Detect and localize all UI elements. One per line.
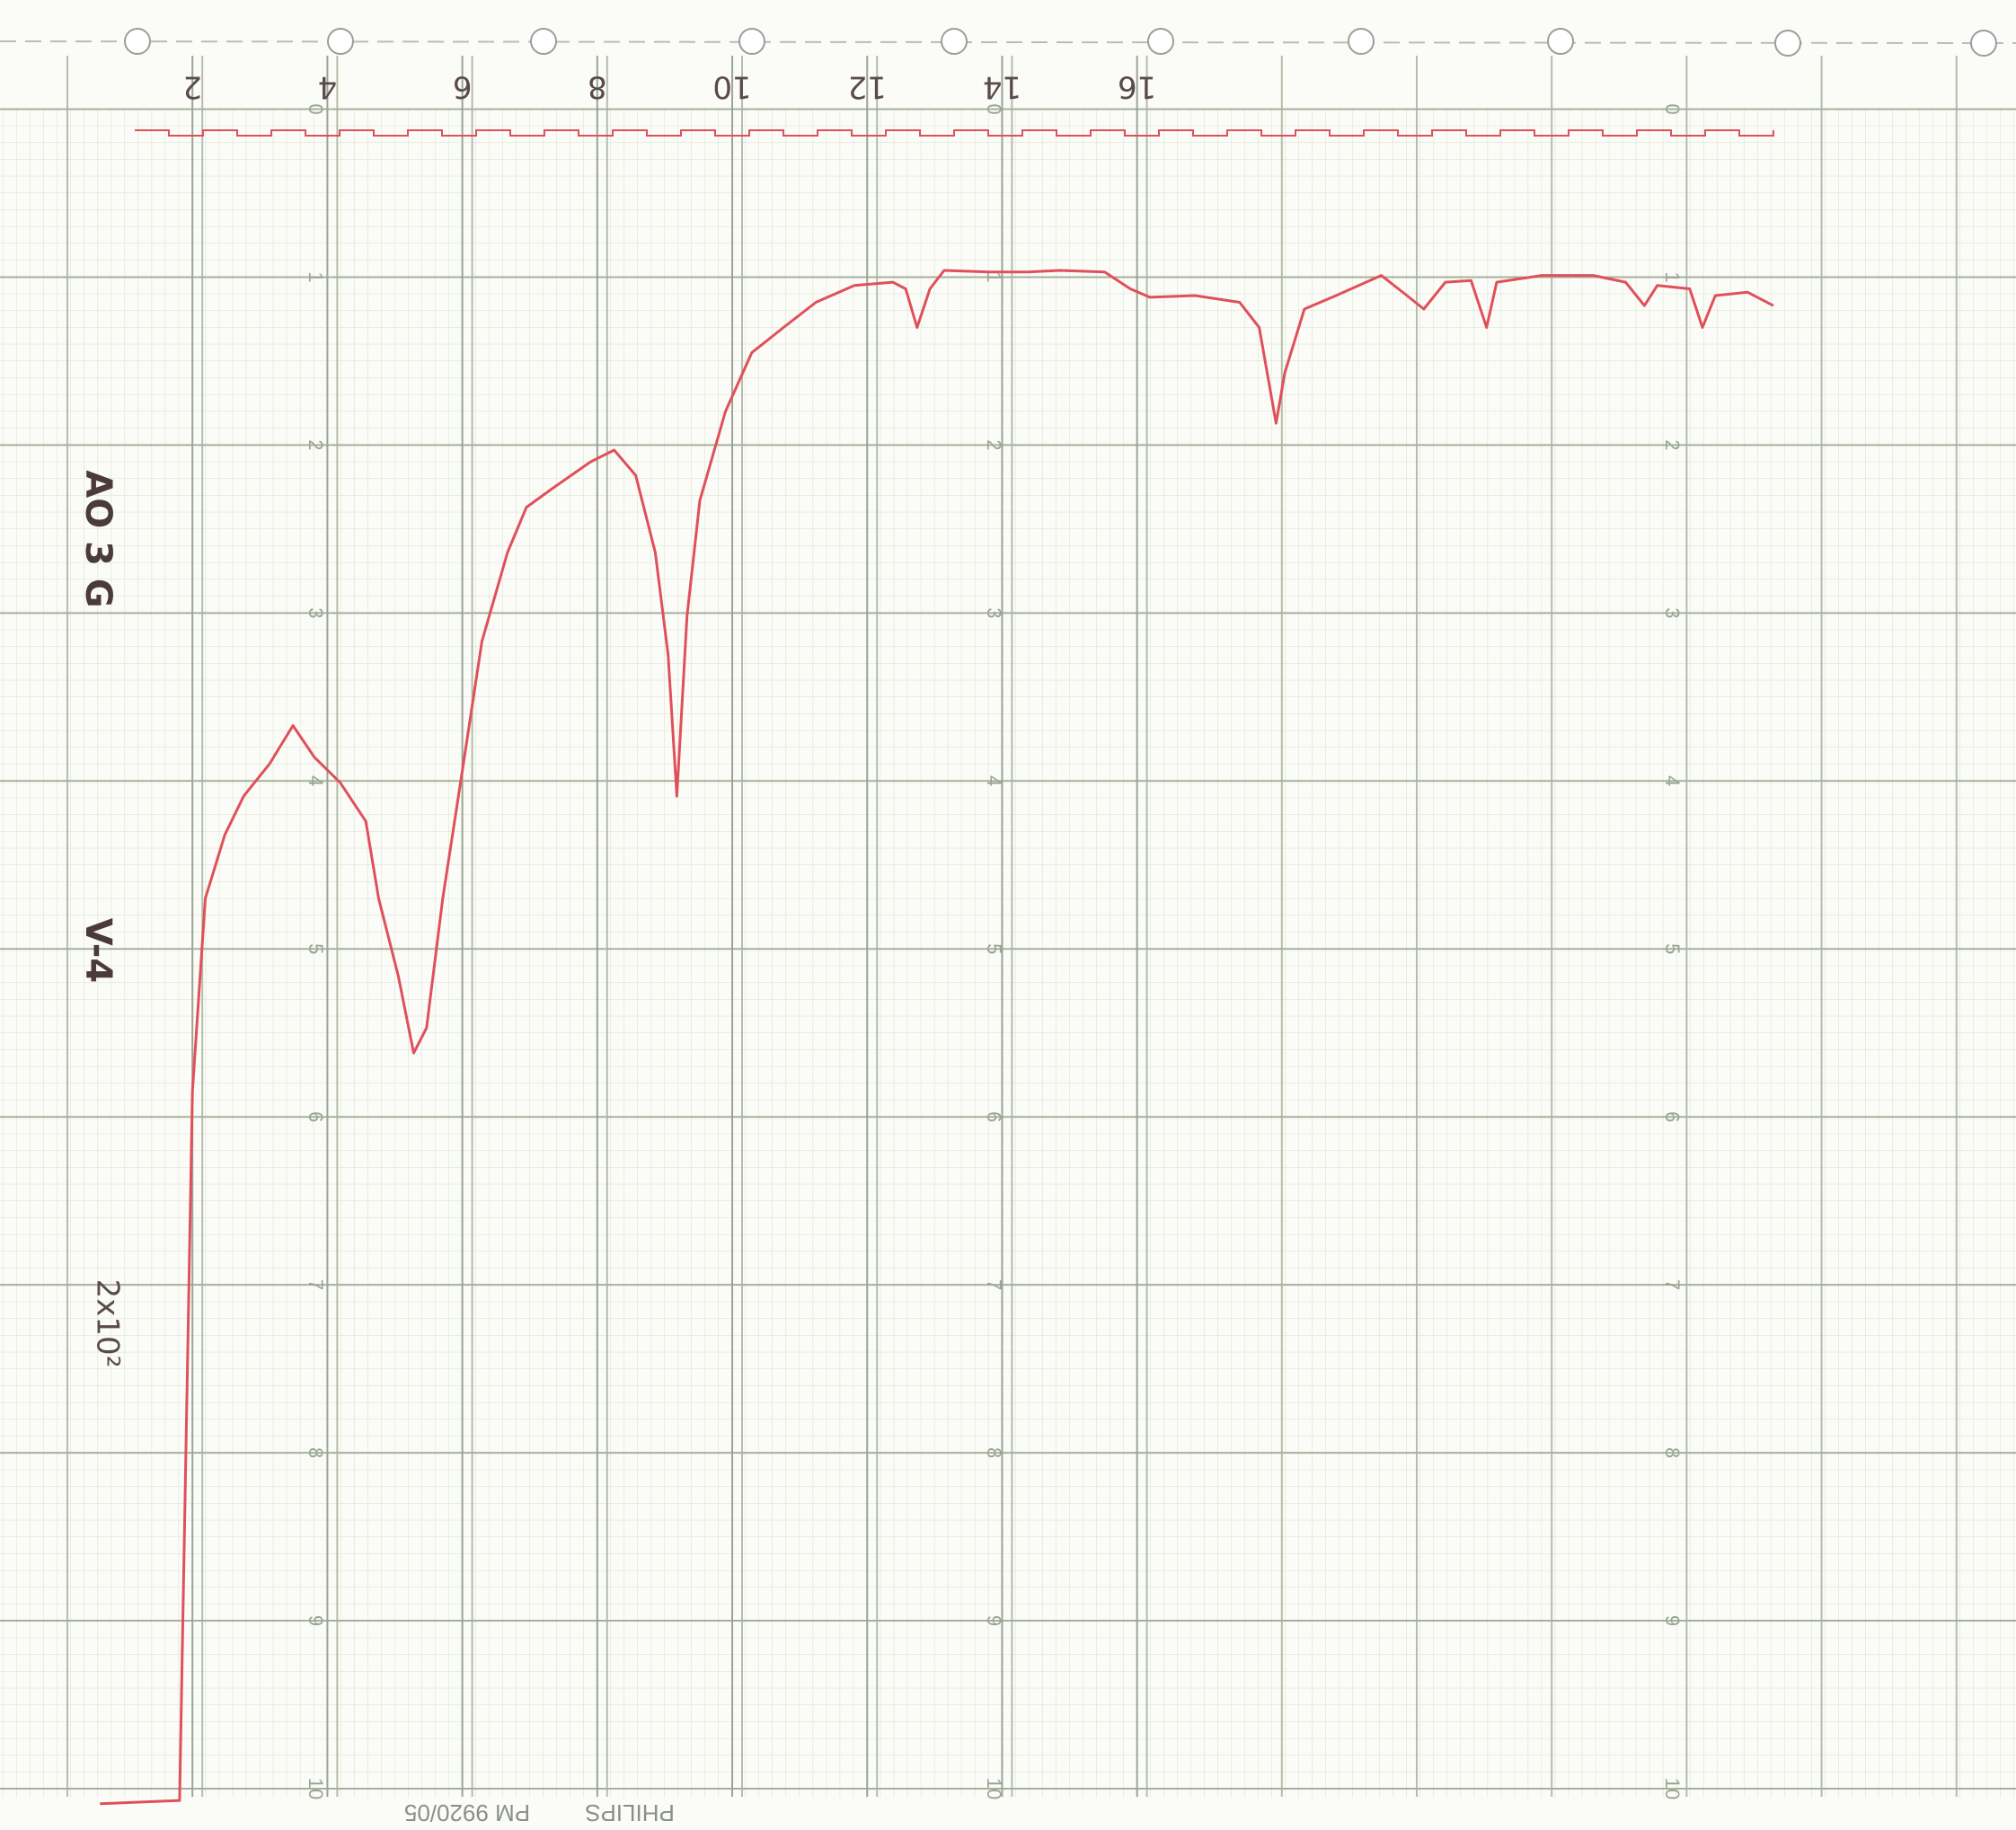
x-tick-label: 4 [318,69,338,105]
y-tick-label: 1 [983,271,1005,282]
y-tick-label: 8 [1661,1447,1684,1458]
y-tick-label: 9 [1661,1615,1684,1626]
y-tick-label: 3 [305,607,327,618]
y-tick-label: 10 [305,1778,327,1799]
annotation: 2x10² [90,1279,126,1368]
y-tick-label: 7 [1661,1279,1684,1290]
y-tick-label: 10 [1661,1778,1684,1799]
y-tick-label: 1 [1661,271,1684,282]
y-tick-label: 8 [305,1447,327,1458]
marks: AO 3 G V-4 2x10² PHILIPS PM 9920/05 [77,129,1774,1826]
y-tick-label: 3 [1661,607,1684,618]
grid: 0 0 01 1 12 2 23 3 34 4 45 5 56 6 67 7 78 8 89 9 910 10 102 4 6 8… [0,56,2016,1799]
x-tick-label: 12 [848,69,887,105]
y-tick-label: 6 [983,1111,1005,1122]
y-tick-label: 1 [305,271,327,282]
annotation: PM 9920/05 [404,1799,530,1826]
y-tick-label: 4 [983,775,1005,786]
y-tick-label: 6 [1661,1111,1684,1122]
x-tick-label: 16 [1118,69,1156,105]
x-tick-label: 10 [712,69,751,105]
y-tick-label: 5 [305,943,327,954]
y-tick-label: 9 [305,1615,327,1626]
annotation: V-4 [77,918,119,983]
y-tick-label: 4 [305,775,327,786]
x-tick-label: 2 [182,69,202,105]
y-tick-label: 6 [305,1111,327,1122]
x-tick-label: 6 [453,69,473,105]
y-tick-label: 5 [983,943,1005,954]
trace-line [100,269,1774,1806]
minor-grid [0,109,2016,1798]
y-tick-label: 8 [983,1447,1005,1458]
annotation: PHILIPS [585,1799,675,1826]
y-tick-label: 0 [1661,103,1684,114]
reference-trace [135,129,1774,137]
x-tick-label: 14 [983,69,1021,105]
y-tick-label: 5 [1661,943,1684,954]
y-tick-label: 2 [983,439,1005,450]
y-tick-label: 9 [983,1615,1005,1626]
y-tick-label: 3 [983,607,1005,618]
y-tick-label: 0 [305,103,327,114]
x-tick-label: 8 [588,69,607,105]
sprocket-holes [124,28,1997,57]
y-tick-label: 4 [1661,775,1684,786]
y-tick-label: 0 [983,103,1005,114]
y-tick-label: 7 [305,1279,327,1290]
y-tick-label: 2 [305,439,327,450]
y-tick-label: 7 [983,1279,1005,1290]
annotation: AO 3 G [77,470,119,607]
y-tick-label: 2 [1661,439,1684,450]
